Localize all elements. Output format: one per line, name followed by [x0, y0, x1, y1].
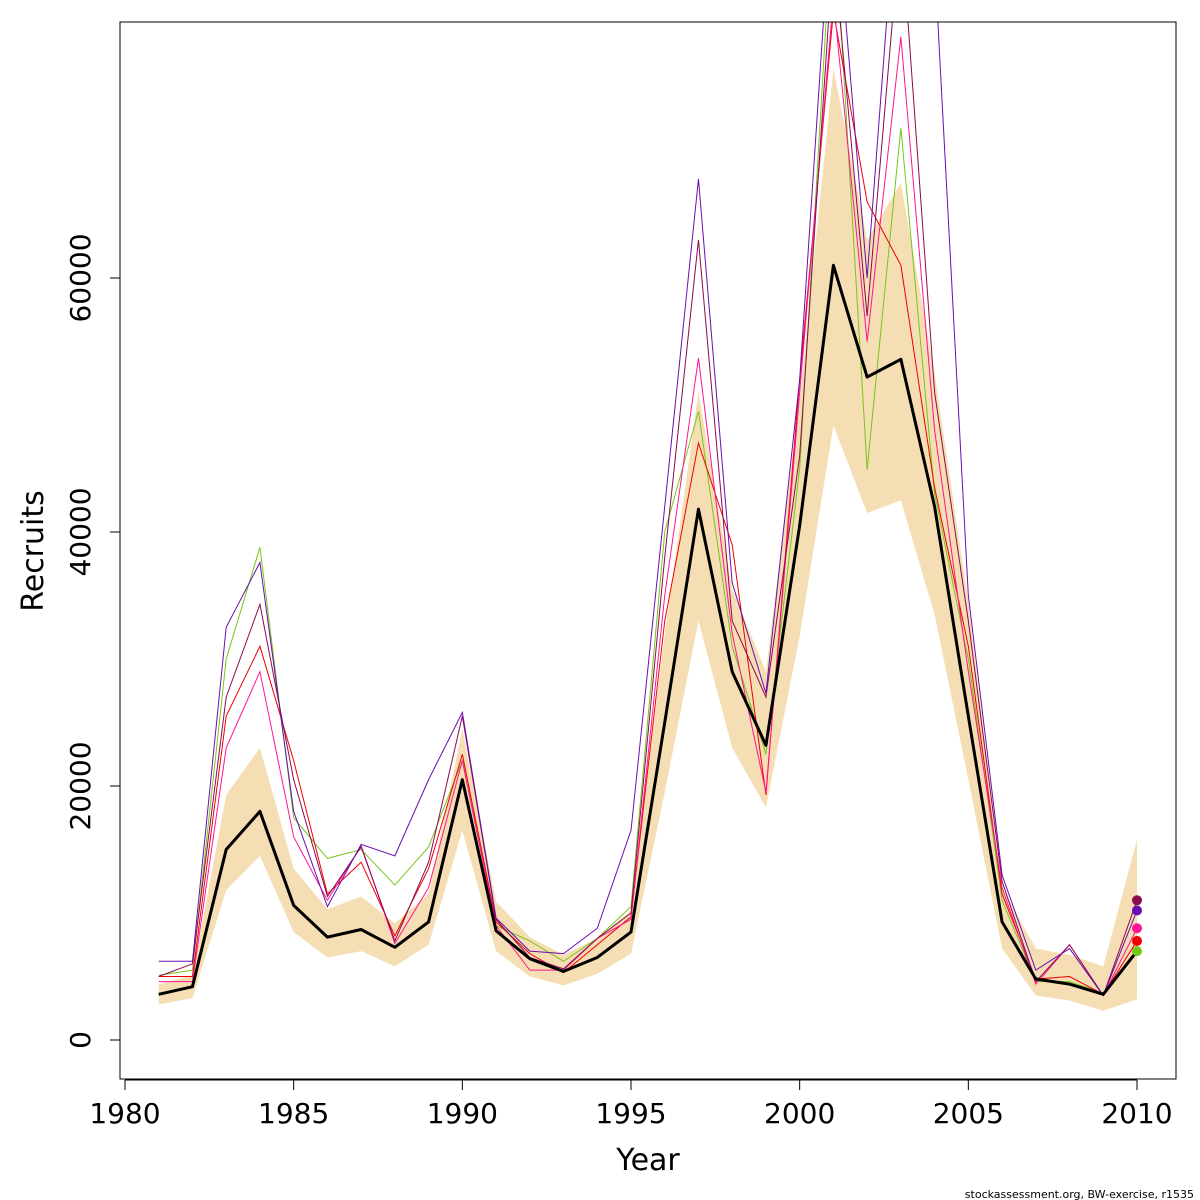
y-tick-label: 0 [64, 1031, 97, 1049]
x-tick-label: 1995 [595, 1097, 666, 1130]
end-point-3 [1132, 923, 1142, 934]
x-tick-label: 2005 [933, 1097, 1004, 1130]
x-tick-label: 1980 [89, 1097, 160, 1130]
main-line-layer [158, 263, 1139, 996]
x-tick-label: 1985 [258, 1097, 329, 1130]
x-axis: 1980 1985 1990 1995 2000 2005 2010 [89, 1079, 1173, 1130]
end-point-1 [1132, 895, 1142, 906]
series-line-1 [158, 22, 1138, 994]
x-tick-label: 2000 [764, 1097, 835, 1130]
end-point-5 [1132, 946, 1142, 957]
series-line-5 [158, 22, 1138, 997]
series-layer [158, 22, 1138, 997]
end-point-4 [1132, 935, 1142, 946]
end-points-layer [1132, 895, 1142, 957]
credit-text: stockassessment.org, BW-exercise, r1535 [965, 1188, 1194, 1200]
confidence-band [158, 68, 1137, 1011]
x-tick-label: 1990 [427, 1097, 498, 1130]
main-estimate-line [158, 263, 1139, 996]
y-axis-title: Recruits [16, 490, 51, 612]
end-point-2 [1132, 905, 1142, 916]
series-line-2 [158, 22, 1138, 995]
x-tick-label: 2010 [1101, 1097, 1172, 1130]
confidence-band-layer [158, 68, 1137, 1011]
y-tick-label: 60000 [64, 233, 97, 322]
x-axis-title: Year [615, 1143, 680, 1178]
y-axis: 0 20000 40000 60000 [64, 233, 121, 1049]
series-line-4 [158, 22, 1138, 997]
y-tick-label: 40000 [64, 487, 97, 576]
y-tick-label: 20000 [64, 741, 97, 830]
